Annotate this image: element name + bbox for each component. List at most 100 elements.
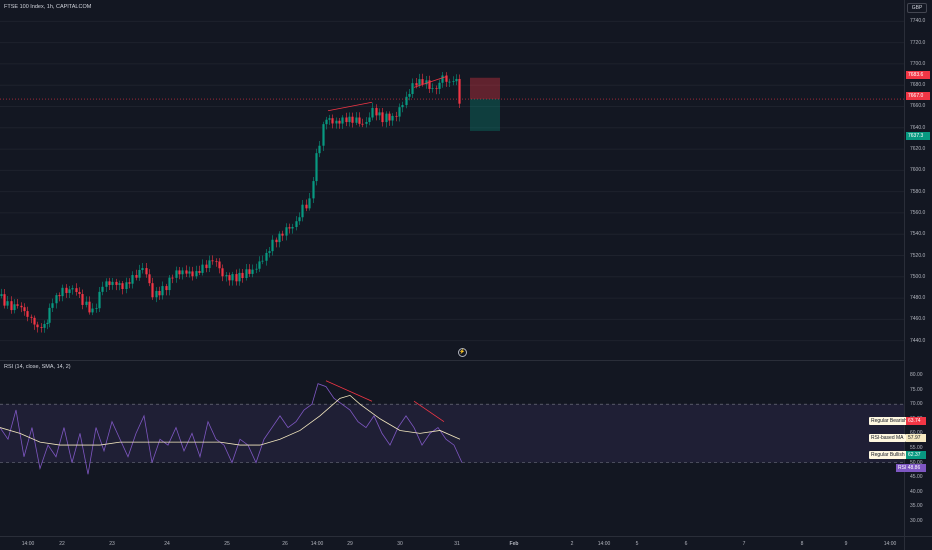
candle-body bbox=[111, 281, 114, 285]
candle-body bbox=[138, 269, 141, 278]
candle-body bbox=[398, 107, 401, 117]
candle-body bbox=[241, 272, 244, 279]
rsi-tick-label: 45.00 bbox=[910, 474, 923, 481]
candle-body bbox=[238, 272, 241, 282]
candle-body bbox=[301, 204, 304, 218]
rsi-tick-label: 80.00 bbox=[910, 371, 923, 378]
rsi-divergence-line bbox=[413, 400, 445, 423]
candle-body bbox=[168, 277, 171, 291]
candle-body bbox=[30, 316, 33, 318]
candle-body bbox=[165, 286, 168, 291]
price-tick-label: 7620.0 bbox=[910, 146, 926, 153]
time-tick-label: 25 bbox=[224, 541, 230, 547]
candle-body bbox=[388, 113, 391, 121]
event-marker-icon[interactable]: ⚡ bbox=[458, 348, 467, 357]
time-tick-label: 24 bbox=[164, 541, 170, 547]
candle-body bbox=[371, 107, 374, 118]
candle-body bbox=[68, 289, 71, 293]
candle-body bbox=[228, 275, 231, 281]
time-tick-label: 30 bbox=[397, 541, 403, 547]
candle-body bbox=[375, 107, 378, 116]
rsi-legend-label: Regular Bearish bbox=[869, 417, 909, 425]
candle-body bbox=[335, 120, 338, 124]
pane-divider[interactable] bbox=[0, 360, 904, 361]
candle-body bbox=[135, 275, 138, 278]
candle-body bbox=[23, 307, 26, 312]
candle-body bbox=[285, 227, 288, 236]
candle-body bbox=[158, 290, 161, 296]
candle-body bbox=[415, 83, 418, 86]
chart-canvas[interactable] bbox=[0, 0, 904, 550]
candle-body bbox=[425, 80, 428, 85]
candle-body bbox=[161, 286, 164, 296]
stop-loss-zone bbox=[470, 77, 500, 100]
candle-body bbox=[211, 260, 214, 262]
rsi-indicator-title[interactable]: RSI (14, close, SMA, 14, 2) bbox=[4, 364, 71, 370]
candle-body bbox=[208, 260, 211, 269]
price-tick-label: 7660.0 bbox=[910, 103, 926, 110]
rsi-legend-label: Regular Bullish bbox=[869, 451, 907, 459]
divergence-line bbox=[327, 101, 373, 112]
candle-body bbox=[141, 268, 144, 270]
time-tick-label: 14:00 bbox=[597, 541, 611, 547]
candle-body bbox=[265, 252, 268, 261]
rsi-tick-label: 30.00 bbox=[910, 518, 923, 525]
candle-body bbox=[101, 286, 104, 292]
candle-body bbox=[368, 117, 371, 123]
rsi-tick-label: 55.00 bbox=[910, 445, 923, 451]
candle-body bbox=[338, 120, 341, 124]
candle-body bbox=[455, 78, 458, 82]
rsi-tick-label: 40.00 bbox=[910, 488, 923, 495]
candle-body bbox=[145, 268, 148, 275]
candle-body bbox=[43, 324, 46, 328]
price-tick-label: 7740.0 bbox=[910, 18, 926, 25]
candle-body bbox=[378, 112, 381, 116]
time-tick-label: 31 bbox=[454, 541, 460, 547]
rsi-current-value: RSI 48.86 bbox=[896, 464, 926, 472]
candle-body bbox=[305, 204, 308, 209]
candle-body bbox=[85, 301, 88, 305]
candle-body bbox=[431, 88, 434, 90]
price-tick-label: 7440.0 bbox=[910, 337, 926, 344]
candle-body bbox=[358, 117, 361, 124]
candle-body bbox=[395, 115, 398, 117]
candle-body bbox=[245, 269, 248, 279]
candle-body bbox=[10, 301, 13, 311]
candle-body bbox=[91, 308, 94, 313]
candle-body bbox=[231, 274, 234, 281]
candle-body bbox=[175, 270, 178, 278]
rsi-line bbox=[0, 383, 463, 475]
time-tick-label: Feb bbox=[509, 541, 519, 547]
candle-body bbox=[255, 268, 258, 270]
candle-body bbox=[428, 80, 431, 89]
time-tick-label: 29 bbox=[347, 541, 353, 547]
candle-body bbox=[95, 308, 98, 310]
candle-body bbox=[268, 251, 271, 253]
candle-body bbox=[421, 79, 424, 85]
candle-body bbox=[171, 277, 174, 279]
candle-body bbox=[298, 217, 301, 222]
price-axis-divider bbox=[904, 0, 905, 550]
candle-body bbox=[438, 82, 441, 89]
candle-body bbox=[315, 153, 318, 182]
candle-body bbox=[408, 93, 411, 97]
price-tick-label: 7580.0 bbox=[910, 188, 926, 195]
candle-body bbox=[355, 117, 358, 123]
candle-body bbox=[448, 81, 451, 83]
candle-body bbox=[131, 275, 134, 284]
candle-body bbox=[20, 305, 23, 308]
candle-body bbox=[441, 75, 444, 83]
candle-body bbox=[51, 303, 54, 308]
rsi-legend-value: 62.37 bbox=[906, 451, 926, 459]
price-tick-label: 7720.0 bbox=[910, 39, 926, 46]
price-tick-label: 7600.0 bbox=[910, 167, 926, 174]
candle-body bbox=[351, 116, 354, 123]
candle-body bbox=[235, 274, 238, 282]
candle-body bbox=[178, 270, 181, 275]
divergence-line bbox=[413, 76, 447, 88]
candle-body bbox=[295, 221, 298, 227]
currency-button[interactable]: GBP bbox=[907, 3, 927, 13]
candle-body bbox=[325, 119, 328, 125]
candle-body bbox=[36, 324, 39, 328]
